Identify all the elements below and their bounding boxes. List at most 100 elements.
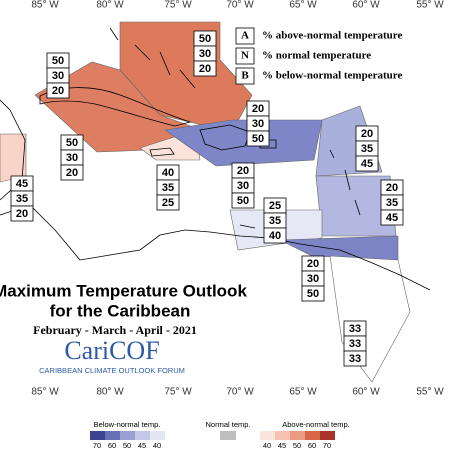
probability-value: 20: [361, 128, 373, 140]
colorbar-tick-label: 70: [323, 441, 331, 450]
probability-box: 40 35 25: [156, 164, 180, 211]
probability-value: 33: [349, 353, 361, 365]
probability-value: 30: [66, 152, 78, 164]
probability-value: 45: [361, 158, 373, 170]
longitude-label-top: 70° W: [226, 0, 254, 11]
colorbar-swatch: [150, 431, 165, 440]
probability-value: 45: [16, 178, 28, 190]
longitude-label-bottom: 80° W: [96, 387, 124, 398]
logo-tagline: CARIBBEAN CLIMATE OUTLOOK FORUM: [39, 366, 185, 375]
colorbar-swatch: [135, 431, 150, 440]
probability-value: 25: [269, 200, 281, 212]
probability-value: 45: [386, 212, 398, 224]
probability-value: 35: [162, 182, 174, 194]
probability-value: 20: [237, 165, 249, 177]
region-cuba: [34, 61, 197, 153]
probability-cell: [10, 205, 34, 222]
legend-text: % normal temperature: [262, 50, 371, 62]
probability-value: 50: [66, 137, 78, 149]
colorbar-tick-label: 50: [123, 441, 131, 450]
probability-box: 20 30 50: [231, 162, 255, 209]
longitude-label-bottom: 65° W: [289, 387, 317, 398]
colorbar-tick-label: 40: [153, 441, 161, 450]
probability-box: 20 30 50: [301, 255, 325, 302]
probability-value: 50: [307, 288, 319, 300]
longitude-label-bottom: 85° W: [31, 387, 59, 398]
colorbar: Below-normal temp. 70 60 50 45 40 Normal temp.…: [90, 420, 350, 450]
probability-value: 50: [252, 133, 264, 145]
probability-cell: [246, 130, 270, 147]
colorbar-tick-label: 70: [93, 441, 101, 450]
longitude-label-bottom: 60° W: [352, 387, 380, 398]
probability-value: 35: [269, 215, 281, 227]
probability-cell: [46, 82, 70, 99]
period: February - March - April - 2021: [33, 323, 197, 337]
probability-box: 20 35 45: [355, 125, 379, 172]
probability-value: 20: [199, 63, 211, 75]
probability-value: 40: [269, 230, 281, 242]
probability-box: 50 30 20: [46, 52, 70, 99]
longitude-label-top: 55° W: [416, 0, 444, 11]
probability-box: 33 33 33: [343, 320, 367, 367]
probability-box: 20 35 45: [380, 179, 404, 226]
probability-value: 20: [386, 182, 398, 194]
legend-key: B: [241, 70, 249, 82]
title: Maximum Temperature Outlook: [0, 281, 247, 300]
longitude-label-top: 65° W: [289, 0, 317, 11]
colorbar-swatch: [290, 431, 305, 440]
colorbar-above-label: Above-normal temp.: [282, 420, 350, 429]
probability-value: 30: [199, 48, 211, 60]
colorbar-tick-label: 40: [263, 441, 271, 450]
colorbar-tick-label: 45: [138, 441, 146, 450]
cuba: [39, 87, 192, 127]
small-islands: [109, 27, 361, 229]
colorbar-swatch: [120, 431, 135, 440]
probability-value: 30: [252, 118, 264, 130]
probability-cell: [156, 194, 180, 211]
probability-value: 50: [52, 55, 64, 67]
colorbar-tick-label: 60: [308, 441, 316, 450]
probability-value: 20: [16, 208, 28, 220]
probability-cell: [355, 155, 379, 172]
probability-value: 20: [52, 85, 64, 97]
jamaica: [149, 147, 175, 157]
probability-box: 50 30 20: [60, 134, 84, 181]
hispaniola: [199, 124, 251, 151]
probability-cell: [263, 227, 287, 244]
legend-key: N: [241, 50, 249, 62]
colorbar-below-label: Below-normal temp.: [94, 420, 161, 429]
probability-box: 45 35 20: [10, 175, 34, 222]
legend-key: A: [241, 30, 249, 42]
probability-value: 30: [307, 273, 319, 285]
probability-value: 20: [252, 103, 264, 115]
probability-cell: [231, 192, 255, 209]
colorbar-swatch: [220, 431, 236, 440]
subtitle: for the Caribbean: [50, 301, 191, 320]
legend-key-box: [235, 27, 255, 45]
logo-name: CariCOF: [64, 336, 159, 365]
colorbar-tick-label: 50: [293, 441, 301, 450]
probability-cell: [380, 209, 404, 226]
probability-value: 30: [237, 180, 249, 192]
longitude-label-bottom: 75° W: [164, 387, 192, 398]
probability-value: 20: [307, 258, 319, 270]
probability-value: 50: [199, 33, 211, 45]
longitude-label-top: 60° W: [352, 0, 380, 11]
region-hispaniola: [164, 119, 323, 167]
probability-value: 25: [162, 197, 174, 209]
probability-cell: [193, 60, 217, 77]
probability-value: 20: [66, 167, 78, 179]
colorbar-swatch: [90, 431, 105, 440]
probability-value: 35: [16, 193, 28, 205]
legend-text: % below-normal temperature: [262, 70, 402, 82]
longitude-label-top: 80° W: [96, 0, 124, 11]
probability-value: 50: [237, 195, 249, 207]
outlook-regions: [0, 21, 411, 383]
probability-box: 50 30 20: [193, 30, 217, 77]
legend-key-box: [235, 47, 255, 65]
probability-cell: [60, 164, 84, 181]
legend: A % above-normal temperature N % normal tem…: [235, 27, 402, 85]
colorbar-swatch: [275, 431, 290, 440]
probability-value: 35: [361, 143, 373, 155]
